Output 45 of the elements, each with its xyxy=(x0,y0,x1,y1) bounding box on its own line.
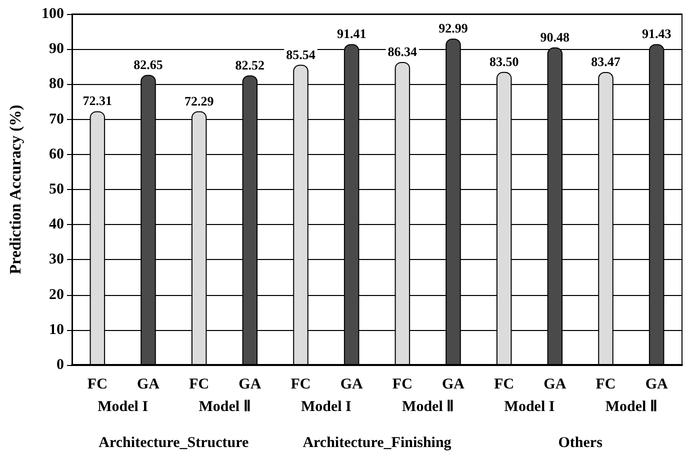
x-tick-label: FC xyxy=(494,376,514,392)
data-label: 90.48 xyxy=(540,29,570,44)
x-tick-label: FC xyxy=(392,376,412,392)
data-label: 72.29 xyxy=(184,93,214,108)
y-tick-label: 80 xyxy=(49,76,64,92)
y-tick-label: 20 xyxy=(49,286,64,303)
data-label: 86.34 xyxy=(388,44,418,59)
x-tick-label: GA xyxy=(340,376,363,392)
text: Model Ⅱ xyxy=(198,399,250,415)
x-tick-label: GA xyxy=(137,376,160,392)
data-label: 82.52 xyxy=(235,57,265,72)
y-tick-label: 10 xyxy=(49,322,64,338)
x-tick-label: FC xyxy=(290,376,311,392)
text: Model I xyxy=(300,399,352,415)
data-label: 82.65 xyxy=(134,56,164,72)
x-tick-label: GA xyxy=(645,376,668,392)
data-label: 91.41 xyxy=(336,26,366,42)
x-tick-label: GA xyxy=(238,376,262,392)
data-label: 92.99 xyxy=(438,20,468,36)
y-tick-label: 30 xyxy=(49,252,64,268)
x-tick-label: FC xyxy=(87,376,108,392)
x-tick-label: GA xyxy=(544,376,566,392)
y-tick-label: 0 xyxy=(56,357,64,373)
text: Model Ⅱ xyxy=(605,399,657,415)
text: Architecture_Structure xyxy=(98,435,249,451)
data-label: 91.43 xyxy=(642,26,672,42)
y-tick-label: 40 xyxy=(49,216,64,233)
y-tick-label: 60 xyxy=(49,146,64,162)
y-axis-title: Prediction Accuracy (%) xyxy=(8,104,24,274)
x-tick-label: GA xyxy=(442,376,465,392)
y-tick-label: 50 xyxy=(49,182,64,198)
y-tick-label: 100 xyxy=(42,6,64,22)
text: Model I xyxy=(98,399,148,415)
text: Model Ⅱ xyxy=(402,399,454,415)
text: Model I xyxy=(504,399,555,415)
y-tick-label: 70 xyxy=(49,111,64,128)
data-label: 72.31 xyxy=(82,93,112,108)
x-tick-label: FC xyxy=(596,376,616,392)
x-tick-label: FC xyxy=(189,376,210,392)
data-label: 83.47 xyxy=(591,54,621,70)
text: Others xyxy=(558,435,603,451)
data-label: 83.50 xyxy=(489,54,519,69)
y-tick-label: 90 xyxy=(49,41,64,58)
text: Architecture_Finishing xyxy=(302,435,452,451)
data-label: 85.54 xyxy=(286,46,316,62)
